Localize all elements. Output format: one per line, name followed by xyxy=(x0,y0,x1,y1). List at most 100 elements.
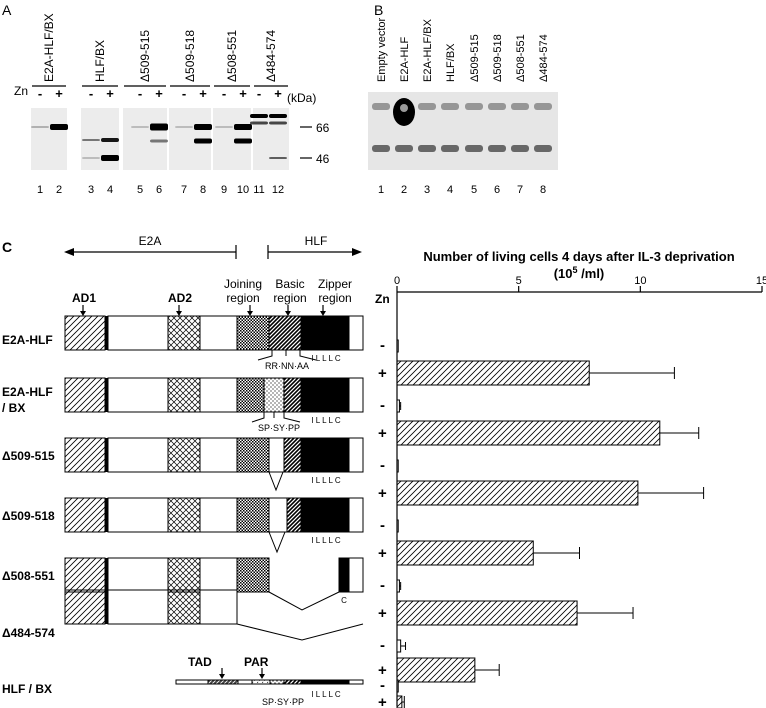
sample-header: E2A-HLF xyxy=(399,36,411,82)
gel-band-lower xyxy=(488,145,506,152)
sample-header: Empty vector xyxy=(376,17,388,82)
blot-band xyxy=(250,121,268,125)
panel-label-c: C xyxy=(2,239,12,255)
zn-sign: - xyxy=(182,86,186,101)
x-tick-label: 5 xyxy=(516,275,522,287)
bar-plus-zn xyxy=(396,657,476,683)
gel-band-upper xyxy=(441,103,459,110)
construct-label-e2a-hlf-bx-2: / BX xyxy=(2,401,25,415)
blot-band xyxy=(82,157,100,159)
zipper-residues-2: I L L L C xyxy=(311,416,341,425)
ad2-arrowhead xyxy=(176,311,182,316)
chart-unit: (105 /ml) xyxy=(554,265,605,281)
gel-band-lower xyxy=(465,145,483,152)
e2a-label: E2A xyxy=(139,234,162,248)
gel-band-upper xyxy=(372,103,390,110)
gel-band-lower xyxy=(418,145,436,152)
zn-minus-sign: - xyxy=(380,337,385,354)
residues-bx-1: SP·SY·PP xyxy=(258,423,300,433)
zipper-label-2: region xyxy=(318,291,351,305)
lane-number: 7 xyxy=(517,184,523,196)
sample-header: Δ508-551 xyxy=(225,30,239,82)
x-tick-label: 10 xyxy=(634,275,646,287)
sample-header: Δ509-515 xyxy=(469,34,481,82)
chart-title: Number of living cells 4 days after IL-3… xyxy=(423,249,734,264)
x-tick-label: 0 xyxy=(394,275,400,287)
lane-number: 1 xyxy=(378,184,384,196)
blot-band xyxy=(131,126,149,128)
blot-band xyxy=(101,155,119,161)
sample-header: Δ508-551 xyxy=(515,34,527,82)
zn-plus-sign: + xyxy=(378,545,387,562)
construct-label-e2a-hlf-bx-1: E2A-HLF xyxy=(2,385,53,399)
gel-bands-b xyxy=(372,98,552,152)
bar-minus-zn xyxy=(396,679,399,693)
lane-number: 8 xyxy=(540,184,546,196)
kda-label: (kDa) xyxy=(287,91,316,105)
blot-strip xyxy=(31,108,67,170)
ad1-arrowhead xyxy=(80,311,86,316)
blot-band xyxy=(234,124,252,130)
sample-header: E2A-HLF/BX xyxy=(422,18,434,82)
lane-number: 6 xyxy=(494,184,500,196)
blot-strip xyxy=(253,108,289,170)
blot-band xyxy=(269,157,287,159)
sample-header: Δ509-515 xyxy=(138,30,152,82)
lane-number: 11 xyxy=(253,184,264,196)
blot-band xyxy=(250,114,268,118)
zipper-residues-1: I L L L C xyxy=(311,354,341,363)
bar-minus-zn xyxy=(396,579,400,593)
lane-number: 9 xyxy=(221,184,227,196)
gel-band-upper xyxy=(418,103,436,110)
blot-band xyxy=(101,138,119,142)
zn-sign: - xyxy=(38,86,42,101)
construct-label-d509-518: Δ509-518 xyxy=(2,509,55,523)
sample-header: Δ509-518 xyxy=(183,30,197,82)
ad1-label: AD1 xyxy=(72,291,96,305)
residue-c-only: C xyxy=(341,596,347,605)
bar-plus-zn xyxy=(396,360,590,386)
sample-header: Δ484-574 xyxy=(264,30,278,82)
basic-arrowhead xyxy=(285,311,291,316)
lane-number: 7 xyxy=(181,184,187,196)
zn-sign: - xyxy=(257,86,261,101)
construct-label-d508-551: Δ508-551 xyxy=(2,569,55,583)
zn-minus-sign: - xyxy=(380,397,385,414)
tad-arrowhead xyxy=(219,674,225,679)
sample-headers-b: Empty vector E2A-HLF E2A-HLF/BX HLF/BX Δ509-… xyxy=(376,17,550,82)
panel-a: A Zn (kDa) E2A-HLF/BX HLF/BX Δ509-515 Δ509-… xyxy=(2,2,330,196)
zn-minus-sign: - xyxy=(380,457,385,474)
blot-band xyxy=(269,121,287,125)
blot-strip xyxy=(123,108,167,170)
lane-numbers-a: 1 2 3 4 5 6 7 8 9 10 11 12 xyxy=(37,184,284,196)
blot-band xyxy=(269,114,287,118)
gel-band-upper xyxy=(534,103,552,110)
zn-minus-sign: - xyxy=(380,517,385,534)
tad-label: TAD xyxy=(188,655,212,669)
panel-b: B Empty vector E2A-HLF E2A-HLF/BX HLF/BX Δ50… xyxy=(368,2,558,196)
joining-label-1: Joining xyxy=(224,277,262,291)
zn-minus-sign: - xyxy=(380,677,385,694)
marker-66: 66 xyxy=(316,121,330,135)
zn-label-c: Zn xyxy=(375,292,390,306)
residues-wt: RR·NN·AA xyxy=(265,361,309,371)
gel-band-upper xyxy=(488,103,506,110)
lane-number: 5 xyxy=(137,184,143,196)
blot-band xyxy=(150,139,168,143)
lane-numbers-b: 1 2 3 4 5 6 7 8 xyxy=(378,184,546,196)
blot-band xyxy=(194,138,212,144)
blot-band xyxy=(175,126,193,128)
joining-arrowhead xyxy=(247,311,253,316)
lane-number: 1 xyxy=(37,184,43,196)
zn-plus-sign: + xyxy=(378,662,387,679)
zn-signs-a: - + - + - + - + - + - + xyxy=(38,86,282,101)
lane-number: 4 xyxy=(107,184,113,196)
e2a-span-arrow xyxy=(64,245,237,259)
sample-header: Δ509-518 xyxy=(492,34,504,82)
blot-band xyxy=(50,124,68,130)
lane-number: 3 xyxy=(424,184,430,196)
bar-minus-zn xyxy=(396,519,399,533)
bar-minus-zn xyxy=(396,399,400,413)
gel-band-lower xyxy=(534,145,552,152)
zn-sign: + xyxy=(155,86,163,101)
